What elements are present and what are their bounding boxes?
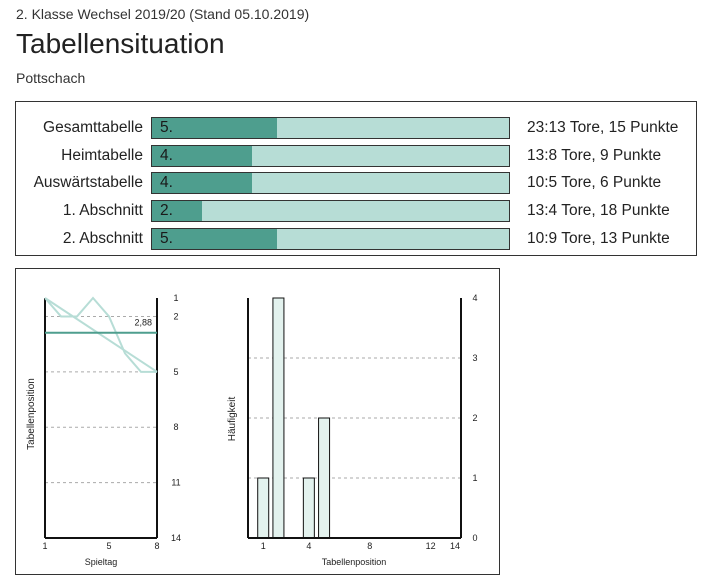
line-y-tick: 5 (173, 367, 178, 377)
summary-row-abschnitt-2: 2. Abschnitt 5. 10:9 Tore, 13 Punkte (16, 228, 696, 250)
position-bar-fill (152, 173, 252, 193)
bar-x-tick: 1 (261, 541, 266, 551)
season-subtitle: 2. Klasse Wechsel 2019/20 (Stand 05.10.2… (16, 6, 310, 22)
position-bar: 2. (151, 200, 510, 222)
row-label: Heimtabelle (61, 147, 143, 164)
row-stats: 10:5 Tore, 6 Punkte (527, 174, 662, 191)
position-value: 4. (160, 147, 173, 164)
line-y-tick: 14 (171, 533, 181, 543)
club-name: Pottschach (16, 70, 86, 86)
line-y-tick: 2 (173, 311, 178, 321)
line-x-tick: 1 (42, 541, 47, 551)
position-bar: 4. (151, 172, 510, 194)
frequency-bar (318, 417, 331, 539)
line-y-tick: 8 (173, 422, 178, 432)
bar-y-tick: 4 (472, 293, 477, 303)
standings-summary: Gesamttabelle 5. 23:13 Tore, 15 Punkte H… (15, 101, 697, 256)
summary-row-abschnitt-1: 1. Abschnitt 2. 13:4 Tore, 18 Punkte (16, 200, 696, 222)
row-label: Auswärtstabelle (33, 174, 143, 191)
position-bar: 4. (151, 145, 510, 167)
bar-y-tick: 2 (472, 413, 477, 423)
position-bar: 5. (151, 228, 510, 250)
bar-y-tick: 1 (472, 473, 477, 483)
line-y-tick: 11 (171, 478, 180, 488)
position-series-2 (44, 297, 158, 373)
position-bar-fill (152, 146, 252, 166)
position-value: 2. (160, 202, 173, 219)
row-stats: 10:9 Tore, 13 Punkte (527, 230, 670, 247)
page-title: Tabellensituation (16, 28, 225, 59)
position-value: 5. (160, 230, 173, 247)
row-stats: 23:13 Tore, 15 Punkte (527, 119, 679, 136)
bar-y-label: Häufigkeit (227, 397, 238, 442)
row-label: 2. Abschnitt (62, 230, 143, 247)
summary-row-heim: Heimtabelle 4. 13:8 Tore, 9 Punkte (16, 145, 696, 167)
row-label: Gesamttabelle (43, 119, 143, 136)
summary-row-gesamt: Gesamttabelle 5. 23:13 Tore, 15 Punkte (16, 117, 696, 139)
frequency-bar (302, 477, 315, 539)
row-stats: 13:4 Tore, 18 Punkte (527, 202, 670, 219)
position-value: 5. (160, 119, 173, 136)
average-label: 2,88 (134, 318, 152, 328)
frequency-bar (272, 297, 285, 539)
position-series-1 (44, 296, 157, 373)
bar-x-tick: 14 (450, 541, 460, 551)
frequency-bar (257, 477, 270, 539)
position-bar-fill (152, 201, 202, 221)
summary-row-auswaerts: Auswärtstabelle 4. 10:5 Tore, 6 Punkte (16, 172, 696, 194)
bar-x-tick: 8 (367, 541, 372, 551)
charts-panel: 1 2 5 8 11 14 2,88 1 5 8 Spieltag Tabellenposition 0… (15, 268, 500, 575)
bar-y-tick: 0 (472, 533, 477, 543)
position-bar-fill (152, 118, 277, 138)
line-x-tick: 8 (154, 541, 159, 551)
bar-x-label: Tabellenposition (322, 557, 387, 567)
line-x-tick: 5 (106, 541, 111, 551)
row-label: 1. Abschnitt (62, 202, 143, 219)
position-value: 4. (160, 174, 173, 191)
row-stats: 13:8 Tore, 9 Punkte (527, 147, 662, 164)
position-bar: 5. (151, 117, 510, 139)
bar-y-tick: 3 (472, 353, 477, 363)
line-y-label: Tabellenposition (26, 378, 37, 450)
position-bar-fill (152, 229, 277, 249)
line-x-label: Spieltag (85, 557, 118, 567)
bar-x-tick: 4 (306, 541, 311, 551)
line-y-tick: 1 (173, 293, 178, 303)
bar-x-tick: 12 (426, 541, 436, 551)
